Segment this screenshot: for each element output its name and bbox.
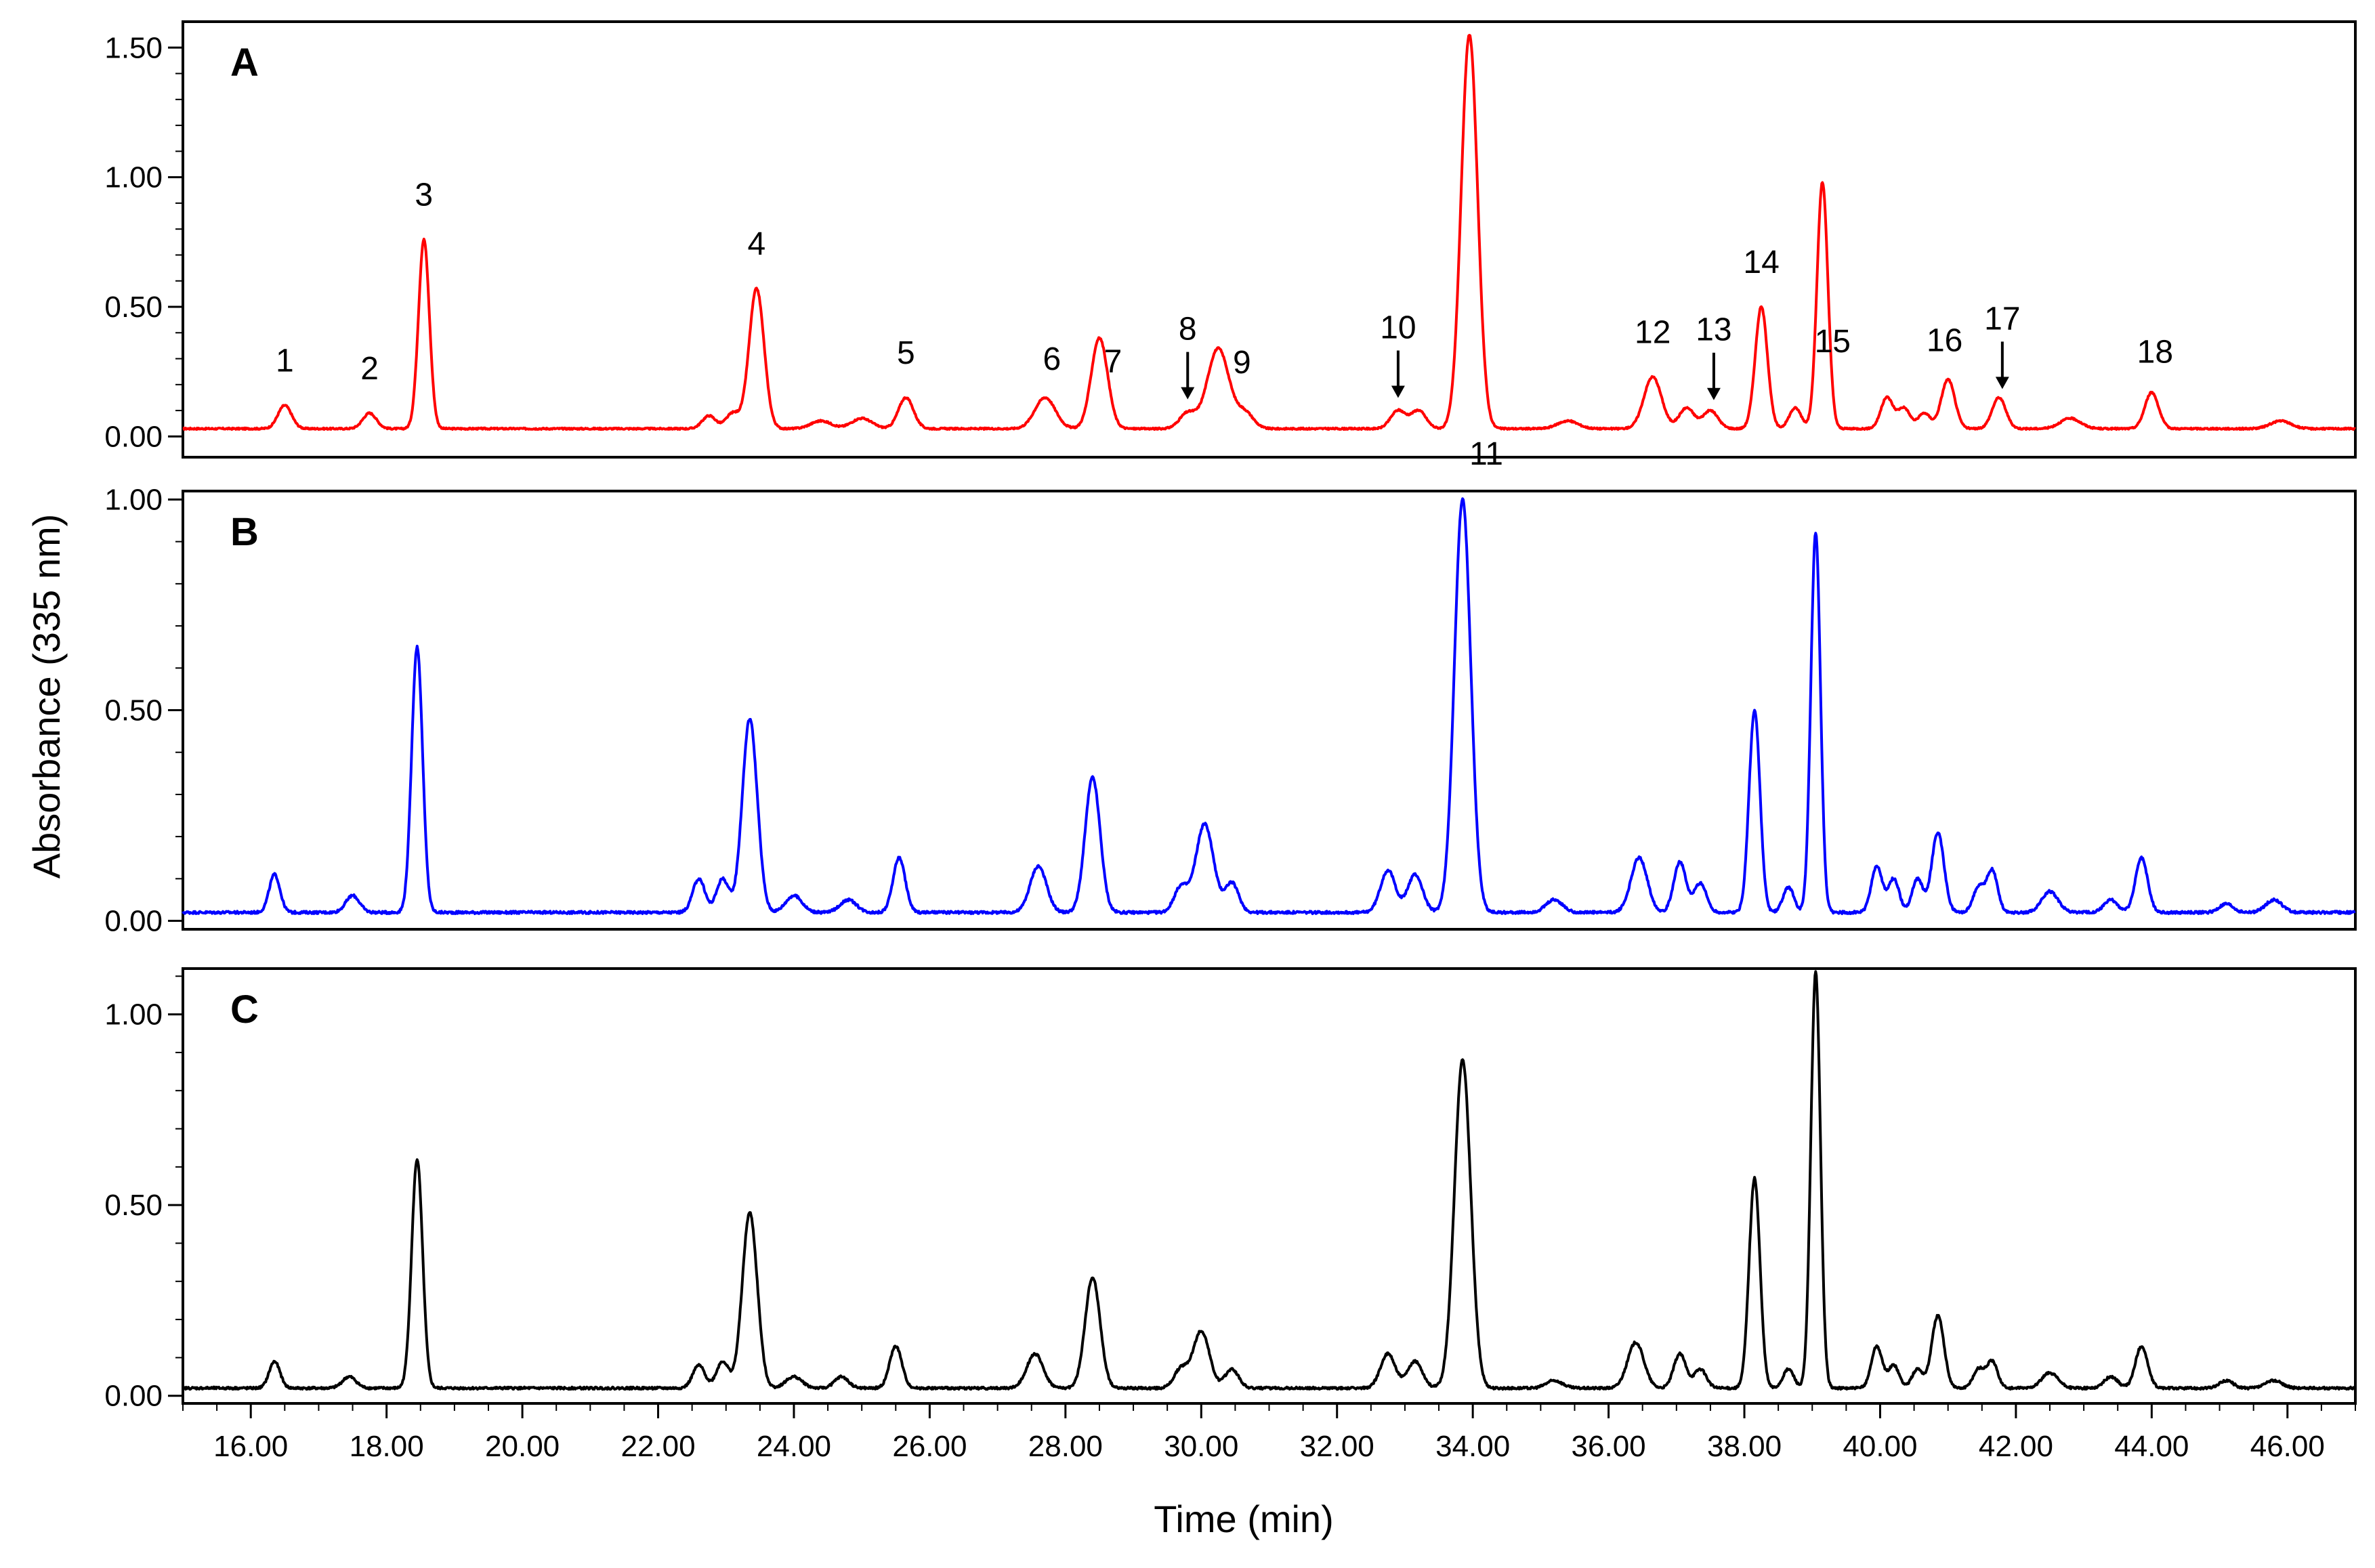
y-tick-label: 1.00 <box>104 161 163 194</box>
panel-label: A <box>230 41 259 85</box>
peak-label: 14 <box>1743 245 1779 280</box>
x-tick-label: 34.00 <box>1435 1430 1510 1463</box>
peak-label: 8 <box>1179 312 1197 347</box>
x-tick-label: 38.00 <box>1707 1430 1782 1463</box>
peak-arrowhead <box>1706 387 1721 400</box>
peak-label: 17 <box>1984 301 2020 337</box>
x-tick-label: 30.00 <box>1164 1430 1238 1463</box>
x-tick-label: 18.00 <box>350 1430 424 1463</box>
peak-arrowhead <box>1391 385 1405 398</box>
panel-c: 0.00 0.50 1.00 C <box>104 967 2357 1413</box>
panel-label: C <box>230 988 259 1032</box>
peak-label: 16 <box>1927 323 1962 359</box>
x-tick-label: 28.00 <box>1028 1430 1103 1463</box>
y-tick-label: 1.00 <box>104 483 163 516</box>
y-tick-label: 0.50 <box>104 694 163 727</box>
y-tick-label: 0.50 <box>104 291 163 324</box>
x-tick-label: 40.00 <box>1843 1430 1917 1463</box>
y-tick-label: 0.00 <box>104 420 163 453</box>
peak-label: 4 <box>747 226 765 262</box>
y-tick-label: 0.50 <box>104 1189 163 1222</box>
y-tick-label: 1.50 <box>104 31 163 64</box>
peak-label: 10 <box>1380 310 1416 345</box>
x-tick-label: 24.00 <box>757 1430 831 1463</box>
peak-label: 11 <box>1469 436 1503 472</box>
x-tick-label: 42.00 <box>1979 1430 2053 1463</box>
peak-label: 6 <box>1043 341 1061 377</box>
x-axis: 16.00 18.00 20.00 22.00 24.00 26.00 28.00 30.00… <box>182 1403 2356 1463</box>
plot-frame <box>182 967 2357 1405</box>
x-tick-label: 46.00 <box>2250 1430 2325 1463</box>
plot-frame <box>182 490 2357 931</box>
y-tick-label: 0.00 <box>104 905 163 938</box>
series-trace-c <box>182 970 2357 1391</box>
panel-b: 0.00 0.50 1.00 B <box>104 483 2357 938</box>
series-trace-b <box>182 497 2356 915</box>
y-axis-title: Absorbance (335 nm) <box>25 514 68 879</box>
peak-label: 9 <box>1233 345 1251 381</box>
x-tick-label: 26.00 <box>892 1430 967 1463</box>
panel-label: B <box>230 510 259 554</box>
plot-frame <box>182 20 2357 459</box>
x-tick-label: 44.00 <box>2114 1430 2189 1463</box>
x-tick-label: 16.00 <box>213 1430 288 1463</box>
peak-label: 2 <box>360 351 379 387</box>
peak-arrowhead <box>1995 377 2009 389</box>
x-tick-label: 22.00 <box>621 1430 695 1463</box>
x-axis-title: Time (min) <box>1154 1498 1333 1540</box>
peak-arrowhead <box>1181 387 1195 400</box>
x-tick-label: 36.00 <box>1572 1430 1646 1463</box>
peak-label: 18 <box>2137 335 2173 370</box>
x-tick-label: 20.00 <box>485 1430 560 1463</box>
series-trace-a <box>182 34 2357 431</box>
peak-label: 13 <box>1696 312 1731 348</box>
x-tick-label: 32.00 <box>1300 1430 1374 1463</box>
peak-label: 7 <box>1104 343 1122 379</box>
peak-label: 5 <box>897 335 915 371</box>
peak-label: 15 <box>1815 324 1851 360</box>
peak-label: 12 <box>1635 314 1670 350</box>
y-tick-label: 1.00 <box>104 998 163 1032</box>
peak-label: 1 <box>276 343 294 379</box>
peak-label: 3 <box>415 177 433 213</box>
y-tick-label: 0.00 <box>104 1380 163 1413</box>
